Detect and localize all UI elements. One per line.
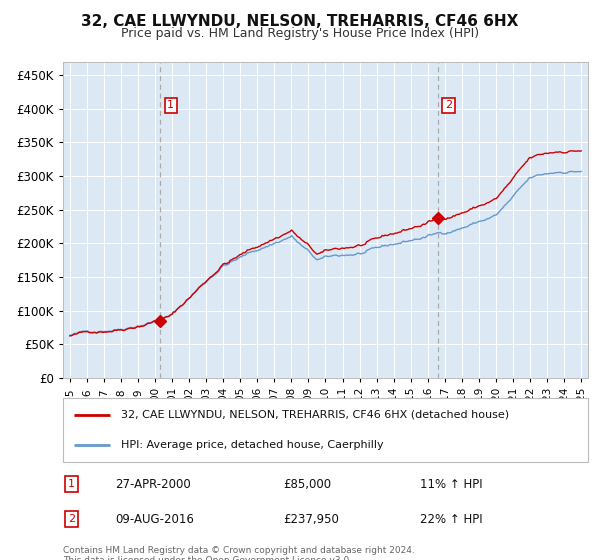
Text: 2: 2 [68, 514, 76, 524]
Text: 32, CAE LLWYNDU, NELSON, TREHARRIS, CF46 6HX: 32, CAE LLWYNDU, NELSON, TREHARRIS, CF46… [82, 14, 518, 29]
Text: 32, CAE LLWYNDU, NELSON, TREHARRIS, CF46 6HX (detached house): 32, CAE LLWYNDU, NELSON, TREHARRIS, CF46… [121, 410, 509, 420]
Text: HPI: Average price, detached house, Caerphilly: HPI: Average price, detached house, Caer… [121, 440, 383, 450]
Text: £85,000: £85,000 [284, 478, 332, 491]
Text: 09-AUG-2016: 09-AUG-2016 [115, 512, 194, 525]
Text: 27-APR-2000: 27-APR-2000 [115, 478, 191, 491]
Text: Contains HM Land Registry data © Crown copyright and database right 2024.
This d: Contains HM Land Registry data © Crown c… [63, 546, 415, 560]
Text: 11% ↑ HPI: 11% ↑ HPI [420, 478, 482, 491]
Text: £237,950: £237,950 [284, 512, 340, 525]
Text: Price paid vs. HM Land Registry's House Price Index (HPI): Price paid vs. HM Land Registry's House … [121, 27, 479, 40]
Text: 2: 2 [445, 100, 452, 110]
Text: 1: 1 [68, 479, 75, 489]
Text: 1: 1 [167, 100, 175, 110]
Text: 22% ↑ HPI: 22% ↑ HPI [420, 512, 482, 525]
